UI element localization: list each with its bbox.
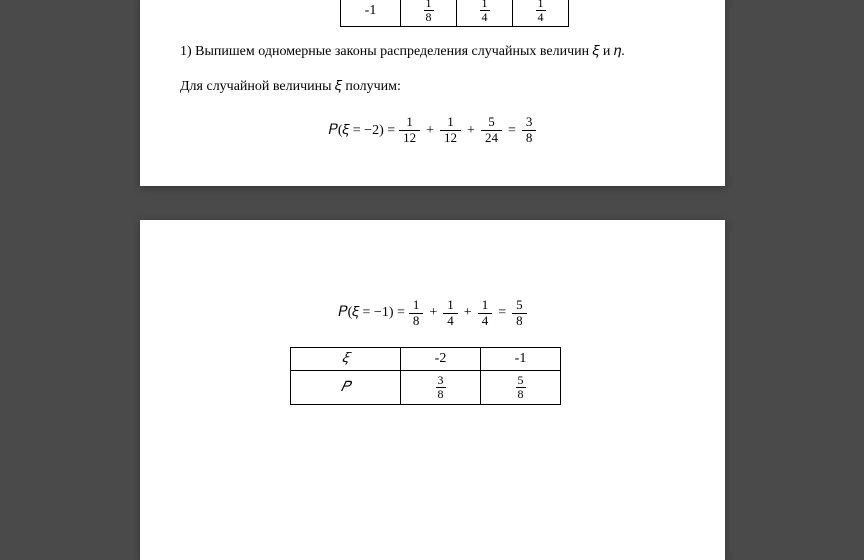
fraction-num: 1 <box>443 298 458 314</box>
fraction: 5 8 <box>512 298 527 329</box>
table-row: -1 1 8 1 4 1 4 <box>341 0 569 27</box>
fraction-den: 4 <box>536 11 546 24</box>
equation-lhs: 𝑃(𝜉 = −2) = <box>329 123 396 139</box>
fraction-den: 8 <box>424 11 434 24</box>
table-header-xi: 𝜉 <box>291 347 401 370</box>
table-cell: 3 8 <box>401 370 481 404</box>
fraction: 3 8 <box>522 115 537 146</box>
fraction: 1 12 <box>399 115 420 146</box>
table-cell: 1 4 <box>457 0 513 27</box>
result-table: 𝜉 -2 -1 𝑃 3 8 5 8 <box>290 347 561 405</box>
table-cell: 5 8 <box>481 370 561 404</box>
fraction: 1 8 <box>424 0 434 24</box>
table-row: 𝑃 3 8 5 8 <box>291 370 561 404</box>
table-cell: -1 <box>481 347 561 370</box>
plus-op: + <box>429 305 437 321</box>
table-cell: -2 <box>401 347 481 370</box>
fraction-num: 3 <box>436 374 446 388</box>
fraction-den: 4 <box>443 314 458 329</box>
paragraph-2: Для случайной величины 𝜉 получим: <box>180 76 685 97</box>
table-cell: 1 8 <box>401 0 457 27</box>
fraction-den: 8 <box>512 314 527 329</box>
fraction-den: 12 <box>399 131 420 146</box>
fraction-num: 1 <box>409 298 424 314</box>
fraction-num: 1 <box>440 115 461 131</box>
fraction-num: 5 <box>516 374 526 388</box>
fraction: 3 8 <box>436 374 446 401</box>
equation-1: 𝑃(𝜉 = −2) = 1 12 + 1 12 + 5 24 = 3 8 <box>180 115 685 146</box>
fraction-den: 24 <box>481 131 502 146</box>
fraction: 1 4 <box>443 298 458 329</box>
equation-2: 𝑃(𝜉 = −1) = 1 8 + 1 4 + 1 4 = 5 8 <box>180 298 685 329</box>
fraction: 1 12 <box>440 115 461 146</box>
fraction-num: 5 <box>512 298 527 314</box>
fraction-den: 4 <box>478 314 493 329</box>
paragraph-1: 1) Выпишем одномерные законы распределен… <box>180 41 685 62</box>
fraction-den: 8 <box>516 388 526 401</box>
table-cell-label: -1 <box>341 0 401 27</box>
fraction-den: 8 <box>409 314 424 329</box>
plus-op: + <box>464 305 472 321</box>
fraction: 1 4 <box>480 0 490 24</box>
fraction-num: 3 <box>522 115 537 131</box>
fraction-num: 1 <box>478 298 493 314</box>
fraction-num: 5 <box>481 115 502 131</box>
fraction: 1 8 <box>409 298 424 329</box>
page-top: -1 1 8 1 4 1 4 1) Выпишем одномер <box>140 0 725 186</box>
fraction: 1 4 <box>536 0 546 24</box>
fraction-den: 8 <box>436 388 446 401</box>
table-cell: 1 4 <box>513 0 569 27</box>
equals-op: = <box>508 123 516 139</box>
fraction-den: 12 <box>440 131 461 146</box>
plus-op: + <box>467 123 475 139</box>
equals-op: = <box>498 305 506 321</box>
equation-lhs: 𝑃(𝜉 = −1) = <box>338 305 405 321</box>
top-fragment-table: -1 1 8 1 4 1 4 <box>340 0 569 27</box>
fraction: 5 8 <box>516 374 526 401</box>
fraction-num: 1 <box>399 115 420 131</box>
fraction-den: 4 <box>480 11 490 24</box>
fraction-den: 8 <box>522 131 537 146</box>
fraction: 1 4 <box>478 298 493 329</box>
table-row-label-p: 𝑃 <box>291 370 401 404</box>
plus-op: + <box>426 123 434 139</box>
page-bottom: 𝑃(𝜉 = −1) = 1 8 + 1 4 + 1 4 = 5 8 𝜉 <box>140 220 725 560</box>
fraction: 5 24 <box>481 115 502 146</box>
table-row: 𝜉 -2 -1 <box>291 347 561 370</box>
